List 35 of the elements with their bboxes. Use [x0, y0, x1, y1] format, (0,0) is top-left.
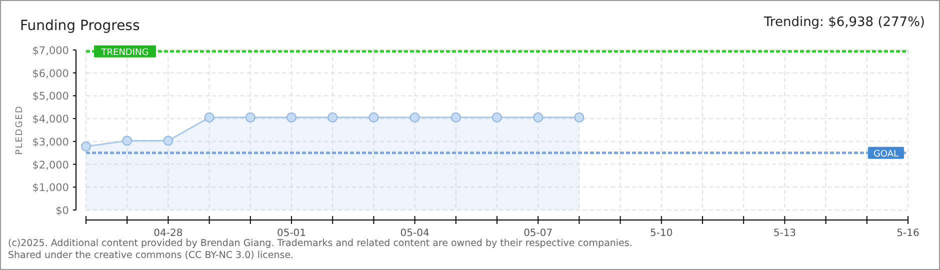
- y-tick-label: $0: [56, 205, 69, 217]
- y-tick-label: $3,000: [32, 136, 69, 148]
- point: [245, 112, 256, 122]
- y-tick-label: $1,000: [32, 182, 69, 194]
- point: [204, 112, 214, 122]
- ref-line-label: TRENDING: [100, 48, 149, 58]
- point: [122, 136, 132, 146]
- point: [368, 112, 379, 122]
- point: [410, 112, 420, 122]
- y-tick-label: $6,000: [32, 68, 69, 80]
- y-tick-label: $5,000: [32, 90, 69, 103]
- x-tick-label: 5-16: [896, 228, 920, 239]
- text: Trending: $6,938 (277%): [762, 15, 925, 30]
- y-tick-label: $7,000: [32, 45, 69, 57]
- point: [328, 112, 338, 122]
- text: (c)2025. Additional content provided by Brendan Giang. Trademarks and related content are owned by their respective companies.: [8, 238, 632, 249]
- point: [81, 141, 91, 152]
- y-axis-title: PLEDGED: [15, 105, 25, 155]
- point: [286, 112, 296, 122]
- x-tick-label: 05-07: [524, 228, 553, 239]
- x-tick-label: 05-04: [400, 228, 430, 239]
- text: Shared under the creative commons (CC BY-NC 3.0) license.: [8, 250, 294, 261]
- point: [163, 136, 174, 146]
- point: [574, 112, 584, 122]
- x-tick-label: 5-10: [650, 228, 673, 239]
- x-tick-label: 5-13: [773, 228, 796, 239]
- point: [492, 112, 502, 122]
- y-tick-label: $2,000: [32, 159, 69, 172]
- x-tick-label: 05-01: [276, 228, 306, 239]
- y-tick-label: $4,000: [32, 114, 69, 126]
- chart-title: Funding Progress: [20, 18, 140, 34]
- ref-line-label: GOAL: [873, 149, 899, 160]
- point: [533, 112, 544, 122]
- point: [450, 112, 461, 122]
- x-tick-label: 04-28: [154, 228, 183, 239]
